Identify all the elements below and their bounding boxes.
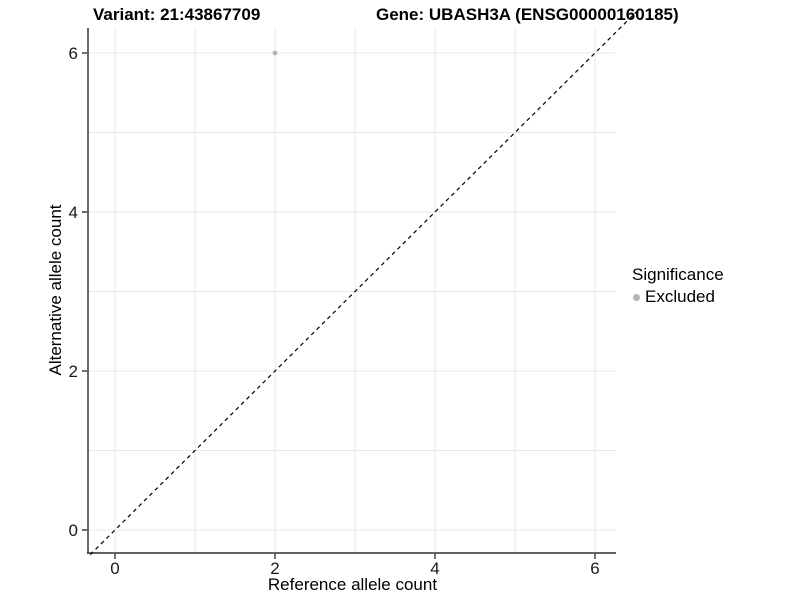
plot-title-variant: Variant: 21:43867709 xyxy=(93,5,261,24)
y-tick-label: 6 xyxy=(69,44,78,63)
legend-item-excluded: Excluded xyxy=(633,287,724,307)
x-tick-label: 2 xyxy=(270,559,279,578)
identity-reference-line xyxy=(89,11,638,556)
x-tick-label: 6 xyxy=(590,559,599,578)
plot-title-gene: Gene: UBASH3A (ENSG00000160185) xyxy=(376,5,679,24)
dot-icon xyxy=(633,293,640,301)
y-axis-title: Alternative allele count xyxy=(46,204,65,376)
y-tick-label: 0 xyxy=(69,521,78,540)
x-tick-label: 0 xyxy=(110,559,119,578)
data-point xyxy=(272,50,278,56)
legend-item-label: Excluded xyxy=(645,287,715,306)
y-tick-label: 4 xyxy=(69,203,78,222)
legend-title: Significance xyxy=(632,265,724,284)
x-tick-label: 4 xyxy=(430,559,439,578)
x-axis-title: Reference allele count xyxy=(267,575,438,594)
legend: Significance Excluded xyxy=(632,265,724,307)
y-tick-label: 2 xyxy=(69,362,78,381)
